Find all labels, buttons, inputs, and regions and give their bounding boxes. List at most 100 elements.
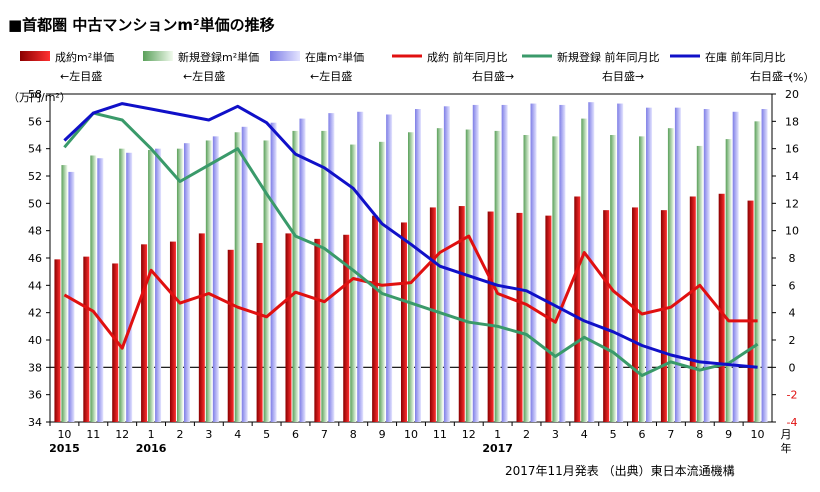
bar bbox=[119, 148, 126, 422]
bar bbox=[90, 155, 97, 422]
left-axis-tick-label: 36 bbox=[28, 389, 42, 402]
bar bbox=[494, 130, 501, 422]
legend-note: ←左目盛 bbox=[310, 69, 352, 83]
legend-swatch bbox=[143, 51, 173, 61]
x-axis-tick-label: 10 bbox=[404, 428, 418, 441]
bar bbox=[321, 130, 328, 422]
bar bbox=[205, 140, 212, 422]
right-axis-tick-label: 2 bbox=[789, 334, 796, 347]
bar bbox=[155, 148, 162, 422]
bar bbox=[183, 143, 190, 422]
bar bbox=[415, 109, 421, 423]
x-axis-tick-label: 4 bbox=[581, 428, 588, 441]
x-axis-tick-label: 9 bbox=[725, 428, 732, 441]
legend-label: 新規登録 前年同月比 bbox=[557, 50, 660, 64]
right-axis-tick-label: 12 bbox=[785, 197, 799, 210]
x-axis-tick-label: 6 bbox=[292, 428, 299, 441]
x-axis-tick-label: 8 bbox=[696, 428, 703, 441]
right-axis-tick-label: -2 bbox=[787, 389, 798, 402]
bar bbox=[379, 141, 386, 423]
bar bbox=[314, 238, 321, 422]
x-axis-unit: 年 bbox=[781, 441, 792, 455]
bar bbox=[343, 234, 350, 422]
bar bbox=[639, 136, 646, 422]
page-title: ■首都圏 中古マンションm²単価の推移 bbox=[8, 16, 275, 34]
bar bbox=[97, 158, 104, 422]
right-axis-tick-label: -4 bbox=[787, 416, 798, 429]
bar bbox=[674, 107, 681, 423]
bar bbox=[501, 104, 508, 422]
bar bbox=[357, 111, 364, 423]
bar bbox=[285, 233, 292, 422]
bar bbox=[83, 256, 90, 422]
x-axis-tick-label: 3 bbox=[552, 428, 559, 441]
bar bbox=[761, 109, 768, 423]
x-axis-tick-label: 12 bbox=[115, 428, 129, 441]
right-axis-tick-label: 4 bbox=[789, 307, 796, 320]
bar bbox=[436, 128, 443, 422]
bar bbox=[516, 212, 523, 422]
bar bbox=[148, 150, 155, 423]
left-axis-tick-label: 38 bbox=[28, 361, 42, 374]
bar bbox=[54, 259, 61, 422]
bar bbox=[61, 165, 68, 423]
legend-note: 右目盛→ bbox=[472, 69, 514, 83]
bar bbox=[581, 118, 588, 422]
bar bbox=[241, 126, 248, 423]
left-axis-tick-label: 34 bbox=[28, 416, 42, 429]
right-axis-tick-label: 8 bbox=[789, 252, 796, 265]
bar bbox=[126, 152, 133, 422]
legend-label: 成約 前年同月比 bbox=[427, 50, 508, 64]
bar bbox=[386, 114, 393, 422]
x-axis-tick-label: 5 bbox=[610, 428, 617, 441]
bar bbox=[632, 207, 639, 422]
year-label: 2015 bbox=[49, 442, 80, 455]
left-axis-unit: （万円/m²） bbox=[8, 91, 71, 104]
x-axis-tick-label: 10 bbox=[57, 428, 71, 441]
x-axis-tick-label: 5 bbox=[263, 428, 270, 441]
x-axis-tick-label: 11 bbox=[433, 428, 447, 441]
x-axis-tick-label: 2 bbox=[176, 428, 183, 441]
left-axis-tick-label: 48 bbox=[28, 225, 42, 238]
legend-swatch bbox=[20, 51, 50, 61]
bar bbox=[703, 109, 710, 423]
bar bbox=[112, 263, 119, 422]
bar bbox=[458, 206, 465, 422]
x-axis-tick-label: 3 bbox=[205, 428, 212, 441]
x-axis-tick-label: 9 bbox=[379, 428, 386, 441]
left-axis-tick-label: 52 bbox=[28, 170, 42, 183]
bar bbox=[401, 222, 407, 422]
series-line bbox=[63, 234, 758, 350]
x-axis-tick-label: 7 bbox=[667, 428, 674, 441]
bar bbox=[660, 210, 667, 422]
left-axis-tick-label: 44 bbox=[28, 279, 42, 292]
x-axis-tick-label: 4 bbox=[234, 428, 241, 441]
left-axis-tick-label: 46 bbox=[28, 252, 42, 265]
bar bbox=[689, 196, 696, 422]
left-axis-tick-label: 58 bbox=[28, 88, 42, 101]
bar bbox=[227, 249, 234, 422]
x-axis-tick-label: 10 bbox=[751, 428, 765, 441]
legend-note: ←左目盛 bbox=[183, 69, 225, 83]
bar bbox=[530, 103, 537, 423]
bar bbox=[610, 135, 617, 422]
left-axis-tick-label: 56 bbox=[28, 115, 42, 128]
legend-swatch bbox=[270, 51, 300, 61]
x-axis-tick-label: 12 bbox=[462, 428, 476, 441]
x-axis-tick-label: 6 bbox=[639, 428, 646, 441]
left-axis-tick-label: 40 bbox=[28, 334, 42, 347]
right-axis-tick-label: 6 bbox=[789, 279, 796, 292]
bar bbox=[718, 193, 725, 422]
bar bbox=[408, 132, 414, 422]
bar bbox=[299, 118, 306, 422]
right-axis-tick-label: 14 bbox=[785, 170, 799, 183]
legend-note: ←左目盛 bbox=[60, 69, 102, 83]
right-axis-tick-label: 20 bbox=[785, 88, 799, 101]
bar bbox=[176, 148, 183, 422]
series-line bbox=[63, 111, 759, 377]
bar bbox=[732, 111, 739, 423]
legend-note: 右目盛→ bbox=[750, 69, 792, 83]
bar bbox=[212, 136, 219, 422]
x-axis-tick-label: 1 bbox=[148, 428, 155, 441]
